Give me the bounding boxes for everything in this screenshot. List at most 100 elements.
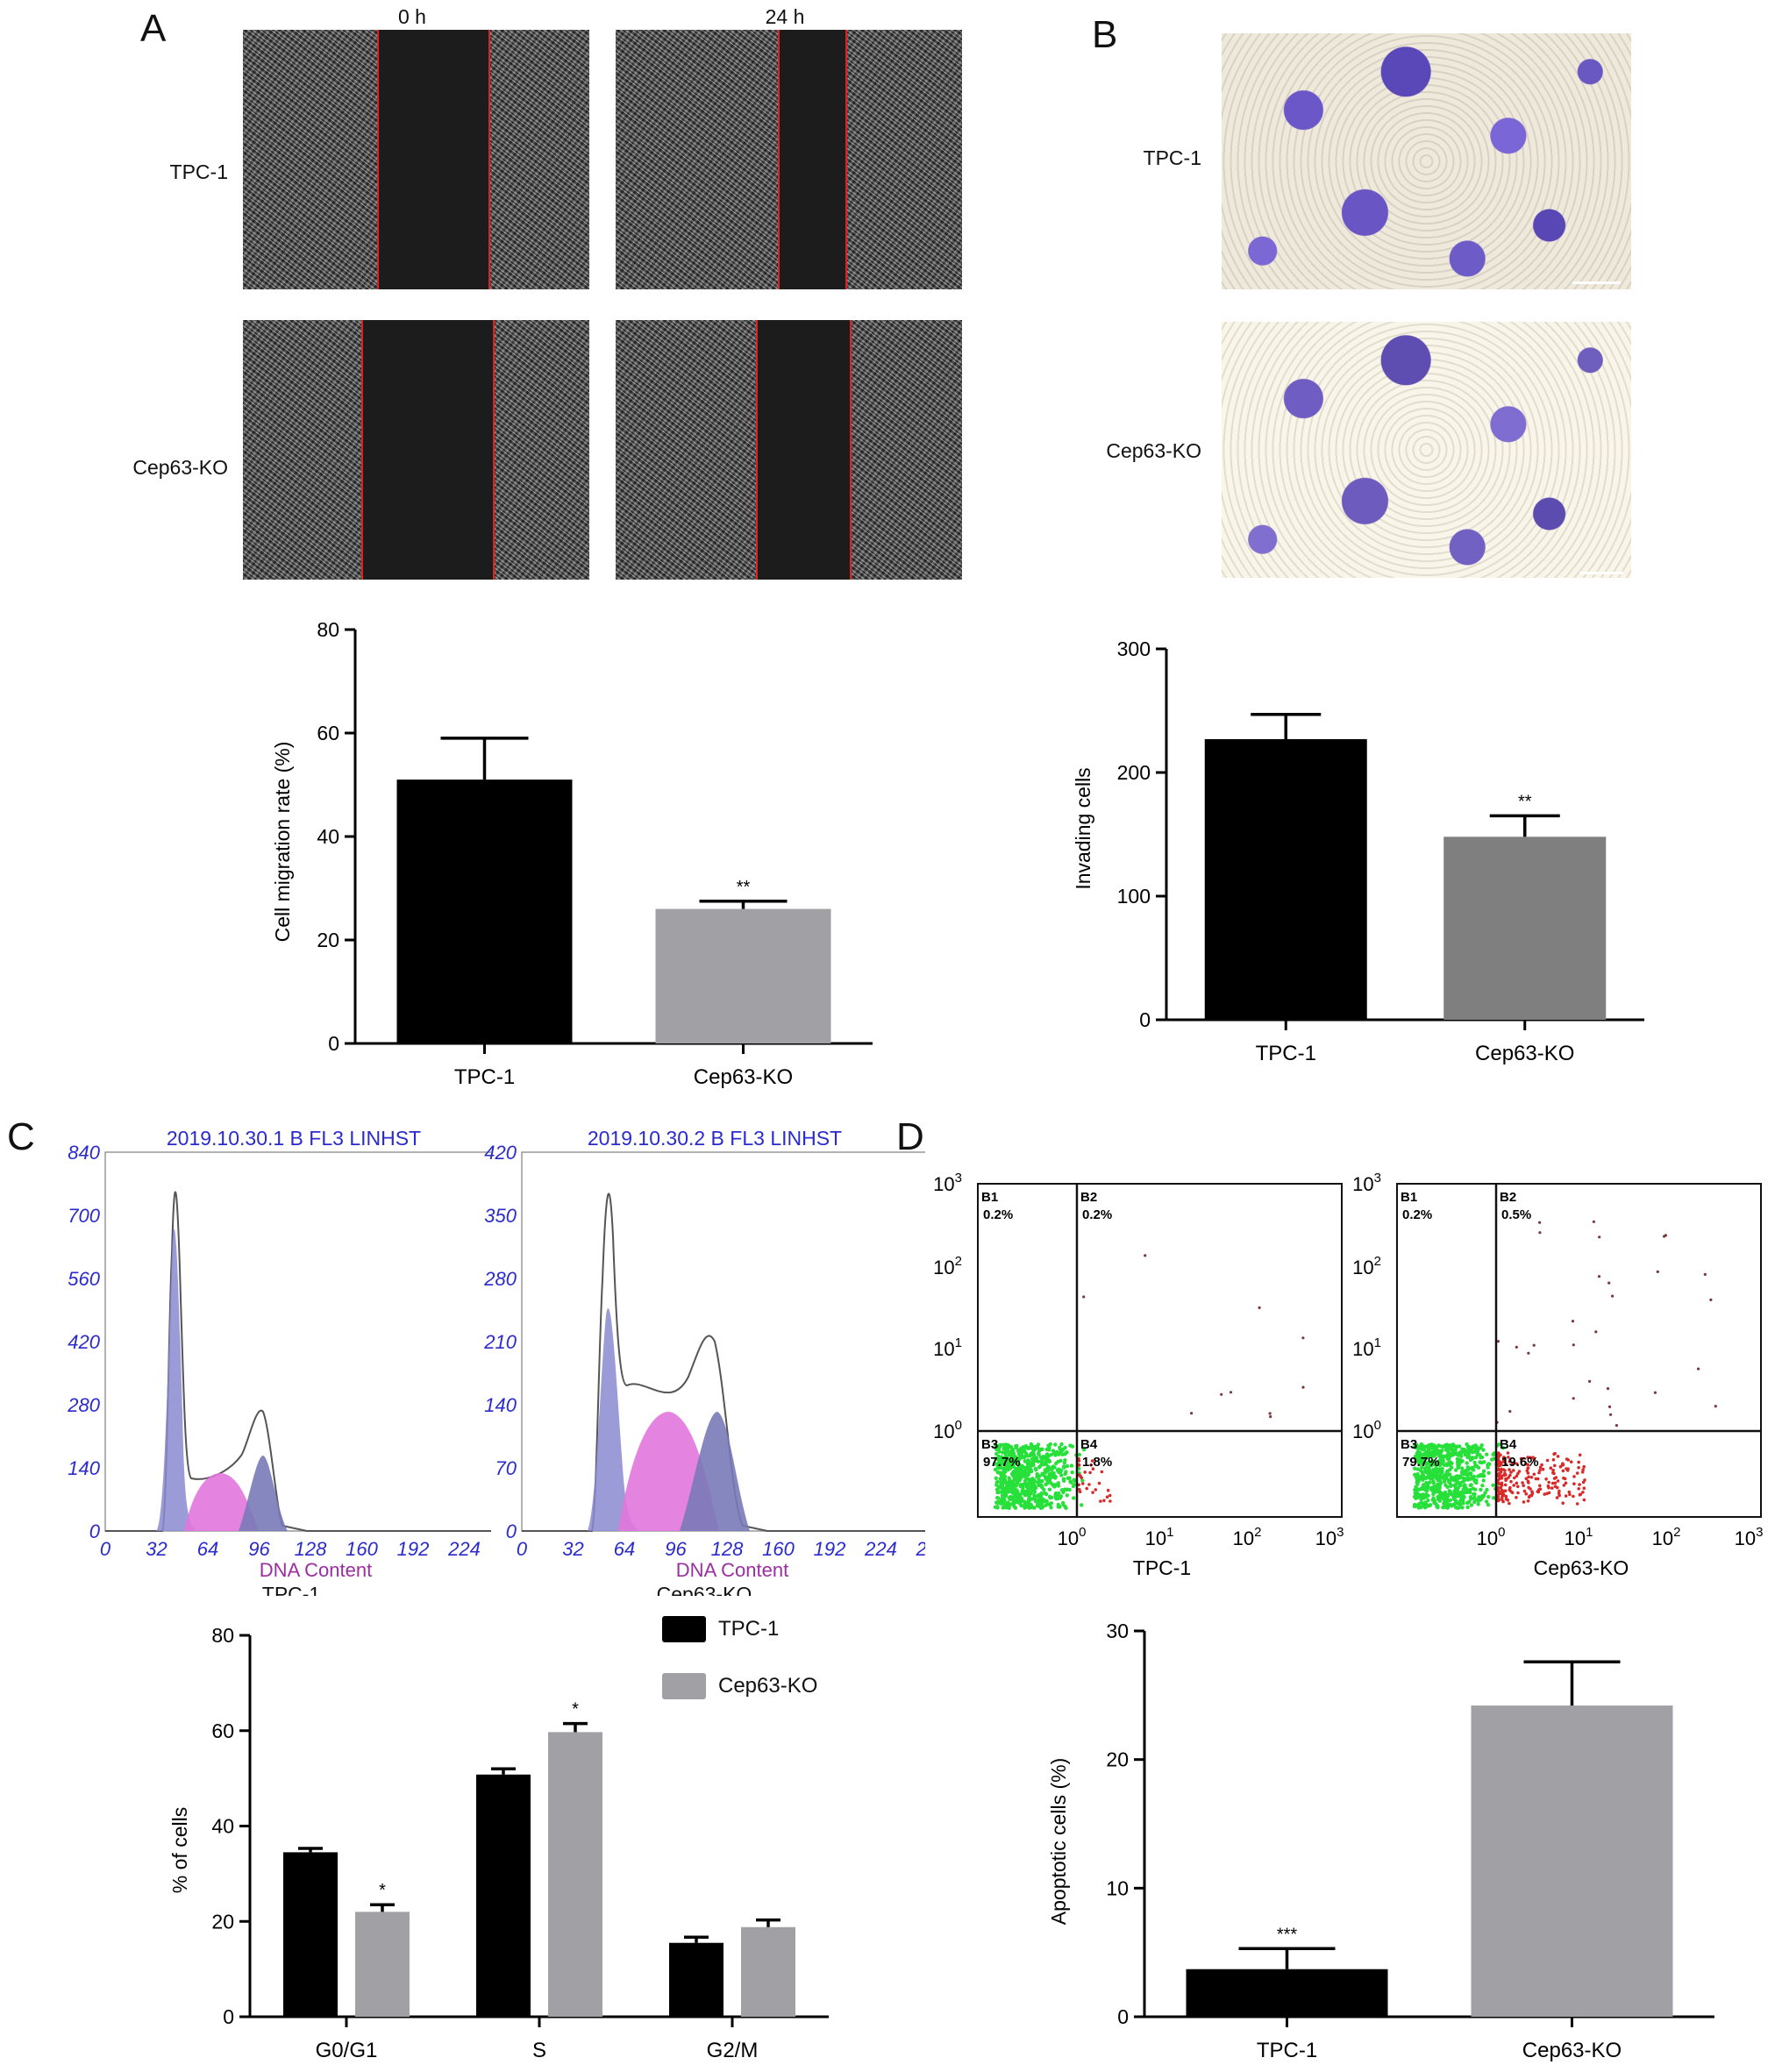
quadrant-name: B4 [1500,1437,1517,1452]
quadrant-percent: 97.7% [983,1455,1021,1470]
histogram-y-tick-label: 0 [506,1520,517,1542]
y-tick-label: 102 [933,1254,962,1278]
quadrant-percent: 19.6% [1501,1455,1539,1470]
x-tick-label: G0/G1 [316,2039,378,2062]
x-tick-label: 100 [1058,1525,1087,1549]
panel-letter-b: B [1092,13,1118,56]
row-label-cep63ko-a: Cep63-KO [132,456,228,479]
invasion-image-cep63ko [1222,322,1631,578]
y-tick-label: 20 [211,1910,234,1933]
histogram-xlabel: DNA Content [676,1559,788,1581]
histogram-x-tick-label: 192 [814,1538,846,1560]
histogram-title: 2019.10.30.2 B FL3 LINHST [588,1127,842,1150]
significance-marker: * [572,1700,579,1720]
plot-frame [1396,1183,1762,1518]
histogram-sample-label: TPC-1 [262,1583,320,1596]
scatter-sample-label: TPC-1 [1133,1556,1191,1578]
histogram-y-tick-label: 210 [483,1331,517,1353]
flow-scatter-tpc1: B1 0.2% B2 0.2% B3 97.7% B4 1.8% 103 102 101 100 100… [933,1171,1344,1578]
histogram-y-tick-label: 420 [68,1331,100,1353]
row-label-tpc1-b: TPC-1 [1143,146,1201,169]
quadrant-name: B1 [981,1190,998,1205]
histogram-y-tick-label: 350 [484,1205,517,1227]
histogram-y-tick-label: 0 [89,1520,101,1542]
y-tick-label: 200 [1117,761,1151,784]
x-tick-label: 103 [1735,1525,1764,1549]
quadrant-name: B3 [981,1437,998,1452]
x-tick-label: Cep63-KO [1475,1042,1574,1065]
histogram-x-tick-label: 32 [562,1538,583,1560]
legend-swatch-cep63ko [662,1673,706,1699]
y-tick-label: 100 [933,1418,962,1442]
y-tick-label: 0 [1139,1008,1151,1031]
histogram-x-tick-label: 64 [197,1538,218,1560]
quadrant-name: B2 [1500,1190,1516,1205]
x-tick-label: TPC-1 [1257,2039,1317,2062]
y-tick-label: 60 [211,1720,234,1742]
histogram-x-tick-label: 64 [614,1538,635,1560]
y-tick-label: 101 [933,1335,962,1360]
x-tick-label: TPC-1 [454,1065,515,1089]
histogram-x-tick-label: 0 [100,1538,111,1560]
significance-marker: *** [1277,1925,1298,1944]
panel-letter-d: D [896,1115,924,1158]
column-label-24h: 24 h [765,5,805,28]
x-tick-label: G2/M [707,2039,759,2062]
bar [396,780,573,1043]
panel-letter-a: A [140,7,167,50]
quadrant-name: B2 [1080,1190,1097,1205]
histogram-y-tick-label: 280 [67,1394,100,1416]
histogram-x-tick-label: 32 [146,1538,167,1560]
wound-image-cep63ko-24h [616,320,962,580]
y-tick-label: 40 [211,1815,234,1838]
y-tick-label: 101 [1352,1335,1381,1360]
wound-image-tpc1-0h [243,30,589,289]
y-tick-label: 20 [1106,1748,1129,1771]
bar-chart-migration: Cell migration rate (%) 0 20 40 60 80 TPC-1 Ce… [271,618,873,1089]
histogram-x-tick-label: 192 [397,1538,430,1560]
y-tick-label: 103 [1352,1171,1381,1195]
x-tick-label: 101 [1565,1525,1593,1549]
x-tick-label: 103 [1315,1525,1344,1549]
dna-histogram-cep63ko: 2019.10.30.2 B FL3 LINHST 420 350 280 210 14… [483,1127,925,1596]
y-tick-label: 0 [1117,2005,1129,2028]
y-tick-label: 20 [317,929,339,951]
x-tick-label: Cep63-KO [1522,2039,1622,2062]
panel-letter-c: C [7,1115,35,1158]
y-tick-label: 60 [317,722,339,744]
bar-chart-invasion: Invading cells 0 100 200 300 TPC-1 Cep63-KO ** [1072,637,1644,1065]
bar [355,1912,410,2017]
ylabel-cell-cycle: % of cells [168,1807,191,1893]
quadrant-percent: 79.7% [1402,1455,1440,1470]
quadrant-name: B3 [1401,1437,1417,1452]
bar [283,1852,338,2017]
x-tick-label: S [532,2039,546,2062]
histogram-x-tick-label: 128 [711,1538,744,1560]
bar [1471,1705,1673,2017]
column-label-0h: 0 h [398,5,426,28]
histogram-y-tick-label: 840 [68,1142,100,1164]
histogram-y-tick-label: 70 [495,1457,517,1479]
y-tick-label: 102 [1352,1254,1381,1278]
histogram-y-tick-label: 700 [68,1205,100,1227]
x-tick-label: 102 [1652,1525,1681,1549]
bar [1186,1969,1388,2017]
quadrant-percent: 0.2% [983,1207,1013,1222]
bar [1204,738,1367,1020]
histogram-x-tick-label: 128 [295,1538,327,1560]
histogram-y-tick-label: 140 [484,1394,517,1416]
wound-image-tpc1-24h [616,30,962,289]
legend-label-tpc1: TPC-1 [718,1617,780,1641]
y-tick-label: 300 [1117,637,1151,660]
y-tick-label: 0 [328,1032,339,1055]
ylabel-migration: Cell migration rate (%) [271,742,294,943]
bar-chart-cell-cycle: % of cells 0 20 40 60 80 G0/G1 * S * G2/M [168,1624,829,2062]
histogram-x-tick-label: 224 [864,1538,897,1560]
bar [1443,837,1607,1020]
y-tick-label: 10 [1106,1876,1129,1899]
histogram-x-tick-label: 256 [916,1538,925,1560]
y-tick-label: 80 [317,618,339,641]
y-tick-label: 40 [317,825,339,848]
ylabel-invasion: Invading cells [1072,767,1094,889]
quadrant-percent: 0.2% [1402,1207,1432,1222]
